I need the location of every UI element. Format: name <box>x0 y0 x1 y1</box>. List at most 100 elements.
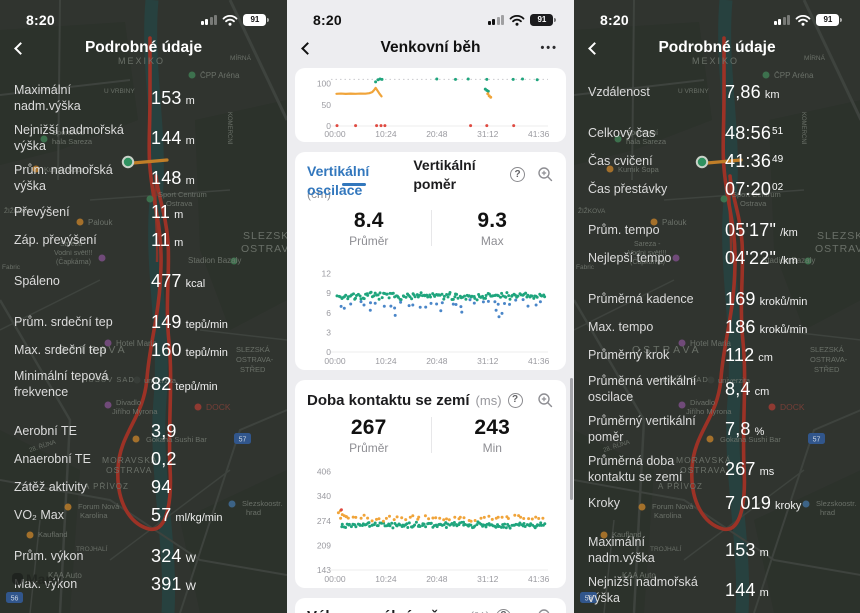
magnifier-plus-icon[interactable] <box>537 608 554 613</box>
back-button[interactable] <box>588 41 601 55</box>
svg-text:OSTRAVA: OSTRAVA <box>815 243 860 255</box>
detail-row: Maximální nadm.výška 153 m <box>588 530 846 570</box>
svg-text:STŘED: STŘED <box>814 365 840 374</box>
svg-text:12: 12 <box>322 269 332 279</box>
svg-text:3: 3 <box>326 327 331 337</box>
svg-text:STŘED: STŘED <box>240 365 266 374</box>
svg-text:20:48: 20:48 <box>426 574 448 584</box>
svg-text:Sareza -: Sareza - <box>60 241 87 248</box>
detail-row: Nejnižší nadmořská výška 144 m <box>588 570 846 610</box>
help-icon[interactable]: ? <box>507 392 523 408</box>
header: Podrobné údaje <box>574 30 860 66</box>
detail-value: 41:36 49 <box>725 150 784 171</box>
svg-text:MÍRNÁ: MÍRNÁ <box>230 53 252 62</box>
svg-text:Vodní svět!!!: Vodní svět!!! <box>54 250 93 257</box>
avg-label: Průměr <box>349 440 389 455</box>
detail-row: Průměrný krok 112 cm <box>588 341 846 369</box>
detail-value: 8,4 cm <box>725 378 770 399</box>
svg-text:Gokana Sushi Bar: Gokana Sushi Bar <box>146 435 207 444</box>
card-title: Doba kontaktu se zemí <box>307 391 470 409</box>
svg-text:Slezskoostr.: Slezskoostr. <box>242 499 282 508</box>
ground-contact-card: Doba kontaktu se zemí (ms) ? 267 Průměr … <box>295 380 566 588</box>
detail-value: 112 cm <box>725 344 773 365</box>
detail-value: 477 kcal <box>151 270 206 291</box>
svg-text:00:00: 00:00 <box>324 574 346 584</box>
help-icon[interactable]: ? <box>495 608 511 613</box>
apple-maps-logo-icon <box>12 573 23 585</box>
svg-text:OSTRAVA: OSTRAVA <box>632 344 702 356</box>
help-icon[interactable]: ? <box>510 167 525 182</box>
header: Podrobné údaje <box>0 30 287 66</box>
svg-text:20:48: 20:48 <box>426 129 448 139</box>
svg-text:Karolina: Karolina <box>80 511 108 520</box>
detail-label: Maximální nadm.výška <box>588 534 655 566</box>
magnifier-plus-icon[interactable] <box>537 166 554 183</box>
battery-icon: 91 <box>243 13 269 26</box>
svg-text:hrad: hrad <box>820 508 835 517</box>
detail-label: Prům. tempo <box>588 222 660 237</box>
back-button[interactable] <box>14 41 27 55</box>
svg-text:Sport Centrum: Sport Centrum <box>158 190 207 199</box>
wifi-icon <box>510 14 525 26</box>
detail-row: Celkový čas 48:56 51 <box>588 119 846 147</box>
svg-text:31:12: 31:12 <box>477 129 499 139</box>
svg-text:Stadion Bazaly: Stadion Bazaly <box>188 256 241 265</box>
svg-text:OSTRAVA-: OSTRAVA- <box>236 355 274 364</box>
right-detail-screen: 57 56 MEXIKO ČPP Aréna MÍRNÁ U VRBINY Sportovn… <box>574 0 860 613</box>
back-button[interactable] <box>301 41 314 55</box>
tab-vertical-oscillation[interactable]: Vertikální oscilace <box>307 162 401 198</box>
cellular-signal-icon <box>773 14 791 25</box>
tab-vertical-ratio[interactable]: Vertikální poměr <box>413 156 476 192</box>
svg-text:00:00: 00:00 <box>324 356 346 366</box>
svg-text:OSTRAVA-: OSTRAVA- <box>810 355 848 364</box>
card-unit: (ms) <box>475 392 502 408</box>
max-value: 9.3 <box>477 208 508 232</box>
detail-value: 82 tepů/min <box>151 373 218 394</box>
scrollbar[interactable] <box>570 378 573 500</box>
detail-label: Průměrný krok <box>588 347 670 362</box>
detail-label: Aerobní TE <box>14 423 78 438</box>
detail-row: Čas cvičení 41:36 49 <box>588 147 846 175</box>
detail-value: 391 W <box>151 573 197 594</box>
min-value: 243 <box>474 415 511 439</box>
status-bar: 8:20 91 <box>0 0 287 30</box>
svg-text:Sportovní: Sportovní <box>626 128 659 137</box>
status-time: 8:20 <box>313 11 342 28</box>
svg-text:Kurnik Šopa: Kurnik Šopa <box>44 165 86 174</box>
detail-row: Zátěž aktivity 94 <box>14 473 273 501</box>
detail-value: 04'22"/km <box>725 247 798 268</box>
svg-text:Sareza -: Sareza - <box>634 241 661 248</box>
detail-label: Kroky <box>588 495 620 510</box>
svg-text:Slezskoostr.: Slezskoostr. <box>816 499 856 508</box>
detail-row: Nejnižší nadmořská výška 144 m <box>14 118 273 158</box>
detail-value: 148 m <box>151 167 195 188</box>
detail-row: Spáleno 477 kcal <box>14 267 273 295</box>
detail-row: Průměrná kadence 169 kroků/min <box>588 285 846 313</box>
svg-text:10:24: 10:24 <box>375 574 397 584</box>
avg-label: Průměr <box>349 233 389 248</box>
svg-text:univerzita: univerzita <box>144 376 177 385</box>
detail-label: VO₂ Max <box>14 507 64 522</box>
detail-label: Max. srdeční tep <box>14 342 107 357</box>
more-menu-button[interactable]: ••• <box>540 42 558 54</box>
svg-text:406: 406 <box>317 466 331 476</box>
svg-text:A PŘÍVOZ: A PŘÍVOZ <box>658 482 703 491</box>
detail-label: Anaerobní TE <box>14 451 91 466</box>
page-title: Venkovní běh <box>380 39 481 56</box>
stat-summary: 8.4 Průměr 9.3 Max <box>307 203 554 253</box>
svg-text:41:36: 41:36 <box>528 129 550 139</box>
svg-text:ČPP Aréna: ČPP Aréna <box>774 71 814 80</box>
detail-label: Minimální tepová frekvence <box>14 368 109 400</box>
detail-row: Max. výkon 391 W <box>14 570 273 598</box>
svg-text:Jiřího Myrona: Jiřího Myrona <box>686 407 732 416</box>
svg-text:Fabric: Fabric <box>2 264 21 271</box>
svg-text:(Čapkárna): (Čapkárna) <box>630 257 665 266</box>
detail-row: Prům. srdeční tep 149 tepů/min <box>14 308 273 336</box>
magnifier-plus-icon[interactable] <box>537 392 554 409</box>
detail-row: Aerobní TE 3,9 <box>14 417 273 445</box>
svg-text:KAA Auto: KAA Auto <box>622 571 656 580</box>
detail-value: 153 m <box>725 539 769 560</box>
page-title: Podrobné údaje <box>84 39 203 56</box>
chart-tabs: Vertikální oscilace Vertikální poměr ? <box>307 157 554 198</box>
svg-text:TROJHALÍ: TROJHALÍ <box>650 544 682 553</box>
